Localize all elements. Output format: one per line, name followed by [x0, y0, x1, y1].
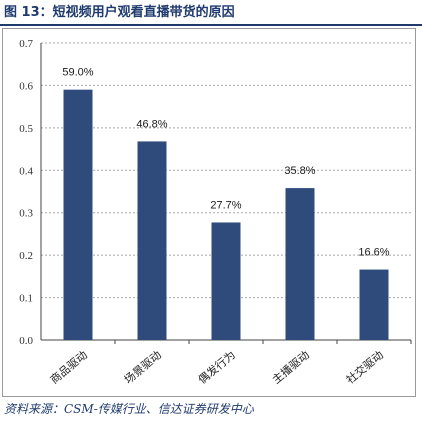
bar	[211, 222, 241, 340]
title-rule	[0, 24, 422, 26]
y-tick-label: 0.3	[19, 208, 33, 220]
x-tick-label: 社交驱动	[343, 348, 386, 387]
bar	[137, 141, 167, 340]
figure-title: 图 13：短视频用户观看直播带货的原因	[4, 5, 235, 20]
bar-chart: 0.0 0.1 0.2 0.3 0.4 0.5 0.6 0.7 59.0% 商品驱动 46.8% 场景…	[19, 38, 412, 387]
bar	[359, 269, 389, 340]
bar	[63, 89, 93, 340]
x-tick-label: 商品驱动	[47, 348, 90, 387]
y-tick-label: 0.2	[19, 250, 33, 262]
data-label: 27.7%	[210, 199, 241, 211]
data-label: 59.0%	[62, 67, 93, 79]
y-tick-label: 0.1	[19, 293, 33, 305]
data-label: 35.8%	[284, 165, 315, 177]
bar	[285, 188, 315, 340]
y-tick-label: 0.5	[19, 123, 33, 135]
x-tick-label: 主播驱动	[269, 348, 312, 387]
y-tick-label: 0.7	[19, 38, 33, 50]
y-tick-label: 0.4	[19, 165, 33, 177]
y-tick-label: 0.6	[19, 80, 33, 92]
y-tick-label: 0.0	[19, 335, 33, 347]
x-tick-label: 场景驱动	[121, 348, 164, 387]
x-tick-label: 偶发行为	[195, 348, 238, 387]
chart-frame: 0.0 0.1 0.2 0.3 0.4 0.5 0.6 0.7 59.0% 商品驱动 46.8% 场景…	[2, 28, 416, 397]
source-note: 资料来源：CSM-传媒行业、信达证券研发中心	[4, 402, 254, 416]
data-label: 46.8%	[136, 118, 167, 130]
data-label: 16.6%	[358, 247, 389, 259]
